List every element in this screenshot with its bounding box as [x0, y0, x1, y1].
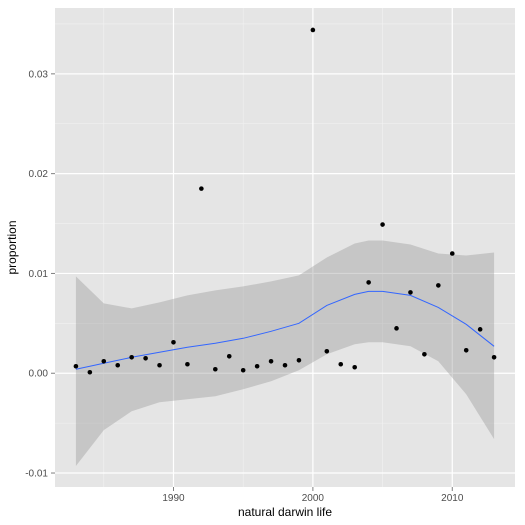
data-point	[408, 290, 413, 295]
data-point	[463, 347, 469, 353]
x-tick-label: 1990	[162, 493, 185, 504]
data-point	[268, 358, 274, 364]
x-tick-label: 2010	[441, 493, 464, 504]
y-tick-label: 0.00	[29, 369, 49, 380]
data-point	[436, 283, 441, 288]
data-point	[115, 362, 121, 368]
plot-panel	[55, 8, 515, 487]
data-point	[491, 354, 497, 360]
data-point	[449, 251, 455, 256]
minor-gridlines	[55, 8, 515, 487]
data-point	[101, 358, 107, 364]
data-point	[282, 362, 288, 368]
data-point	[338, 361, 344, 367]
data-point	[185, 361, 190, 367]
data-point	[143, 355, 148, 361]
major-gridlines	[55, 8, 515, 487]
data-point	[254, 363, 260, 369]
y-tick-label: 0.02	[29, 169, 49, 180]
confidence-band	[75, 240, 495, 466]
data-point	[226, 353, 232, 359]
data-points	[73, 27, 497, 375]
y-axis-ticks: -0.01 0.00 0.01 0.02 0.03	[25, 69, 55, 480]
data-point	[380, 222, 385, 227]
data-point	[213, 366, 218, 372]
y-axis-title: proportion	[5, 220, 19, 274]
x-tick-label: 2000	[302, 493, 325, 504]
data-point	[129, 354, 134, 360]
data-point	[157, 362, 162, 368]
data-point	[171, 340, 176, 345]
data-point	[422, 351, 427, 357]
data-point	[310, 27, 316, 33]
y-tick-label: 0.01	[29, 269, 49, 280]
x-axis-title: natural darwin life	[238, 505, 332, 519]
data-point	[240, 367, 246, 373]
data-point	[366, 280, 371, 285]
y-tick-label: -0.01	[25, 469, 48, 480]
smooth-line	[75, 290, 495, 370]
data-point	[394, 326, 399, 331]
confidence-ribbon	[75, 240, 495, 466]
data-point	[73, 363, 79, 369]
x-axis-ticks: 1990 2000 2010	[162, 487, 464, 504]
data-point	[324, 348, 330, 354]
data-point	[296, 357, 302, 363]
data-point	[352, 364, 357, 370]
y-tick-label: 0.03	[29, 69, 49, 80]
data-point	[87, 369, 93, 375]
data-point	[477, 327, 483, 332]
data-point	[199, 186, 204, 191]
smooth-trend-line	[75, 290, 495, 370]
